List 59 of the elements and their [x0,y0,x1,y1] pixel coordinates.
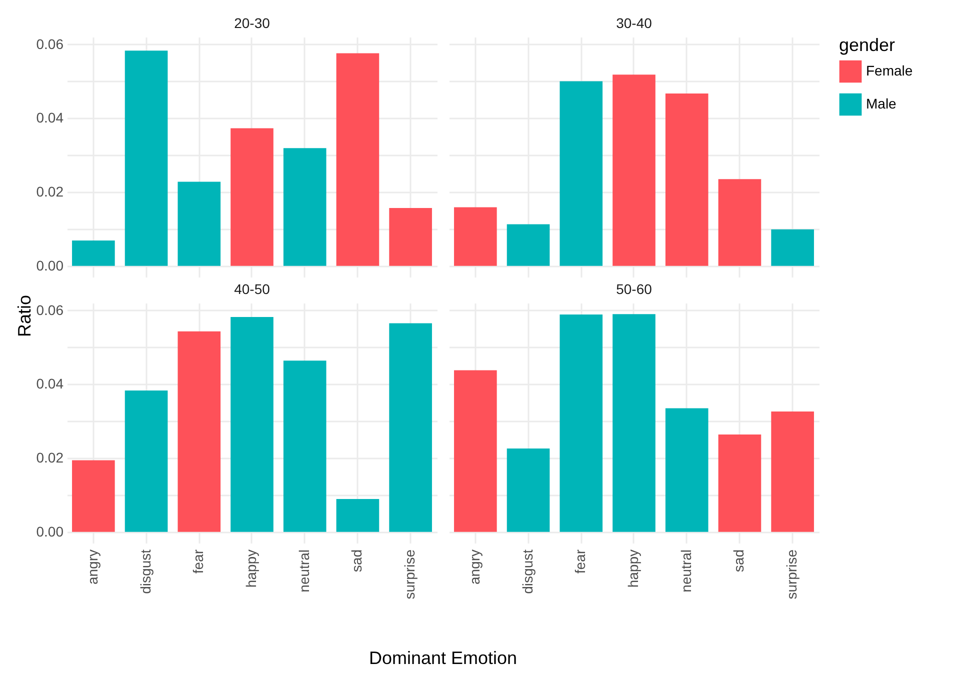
bar [506,224,550,266]
x-tick-label: disgust [137,549,154,594]
y-tick-label: 0.04 [36,376,64,392]
x-tick-label: angry [466,550,482,585]
bar [72,460,115,532]
x-tick-label: fear [572,549,588,574]
y-tick-label: 0.02 [36,184,64,200]
bar [124,390,168,532]
bar [178,331,221,532]
y-tick-label: 0.06 [36,36,64,52]
x-tick-label: disgust [519,549,536,594]
bar [665,93,708,266]
bar [506,448,550,532]
bar [718,434,762,532]
bar [454,207,497,266]
x-tick-label: sad [348,550,365,572]
bar [771,412,814,532]
chart-title: 40-50 [234,281,270,297]
bar [178,182,221,266]
chart-title: 20-30 [234,15,270,31]
bar [283,360,326,532]
chart-title: 50-60 [616,281,652,297]
x-tick-label: fear [190,549,206,574]
bar [612,314,656,532]
y-axis-title: Ratio [14,294,36,338]
bar [283,148,326,266]
x-tick-label: angry [84,550,100,585]
bar [389,208,432,266]
bar [336,53,380,266]
y-tick-label: 0.02 [36,450,64,466]
y-tick-label: 0.06 [36,302,64,318]
bar [718,179,762,266]
bar [454,370,497,532]
x-axis-title: Dominant Emotion [368,648,518,669]
chart-title: 30-40 [616,15,652,31]
bar [72,240,115,266]
bar [665,408,708,532]
y-tick-label: 0.00 [36,257,64,274]
legend-label: Female [866,62,913,78]
bar [336,499,380,532]
bar [560,81,603,266]
bar [389,323,432,532]
y-tick-label: 0.00 [36,523,64,540]
x-tick-label: neutral [678,550,694,592]
x-tick-label: surprise [402,549,418,600]
y-tick-label: 0.04 [36,110,64,126]
x-tick-label: happy [625,550,641,588]
x-tick-label: happy [243,550,259,588]
x-tick-label: sad [730,550,747,572]
bar [230,317,274,532]
legend-title: gender [839,35,896,55]
bar [124,50,168,266]
bar [230,128,274,266]
x-tick-label: neutral [296,550,312,592]
x-tick-label: surprise [784,549,800,600]
bar [560,314,603,532]
bar [771,229,814,266]
bar [612,74,656,266]
legend-label: Male [866,96,897,112]
